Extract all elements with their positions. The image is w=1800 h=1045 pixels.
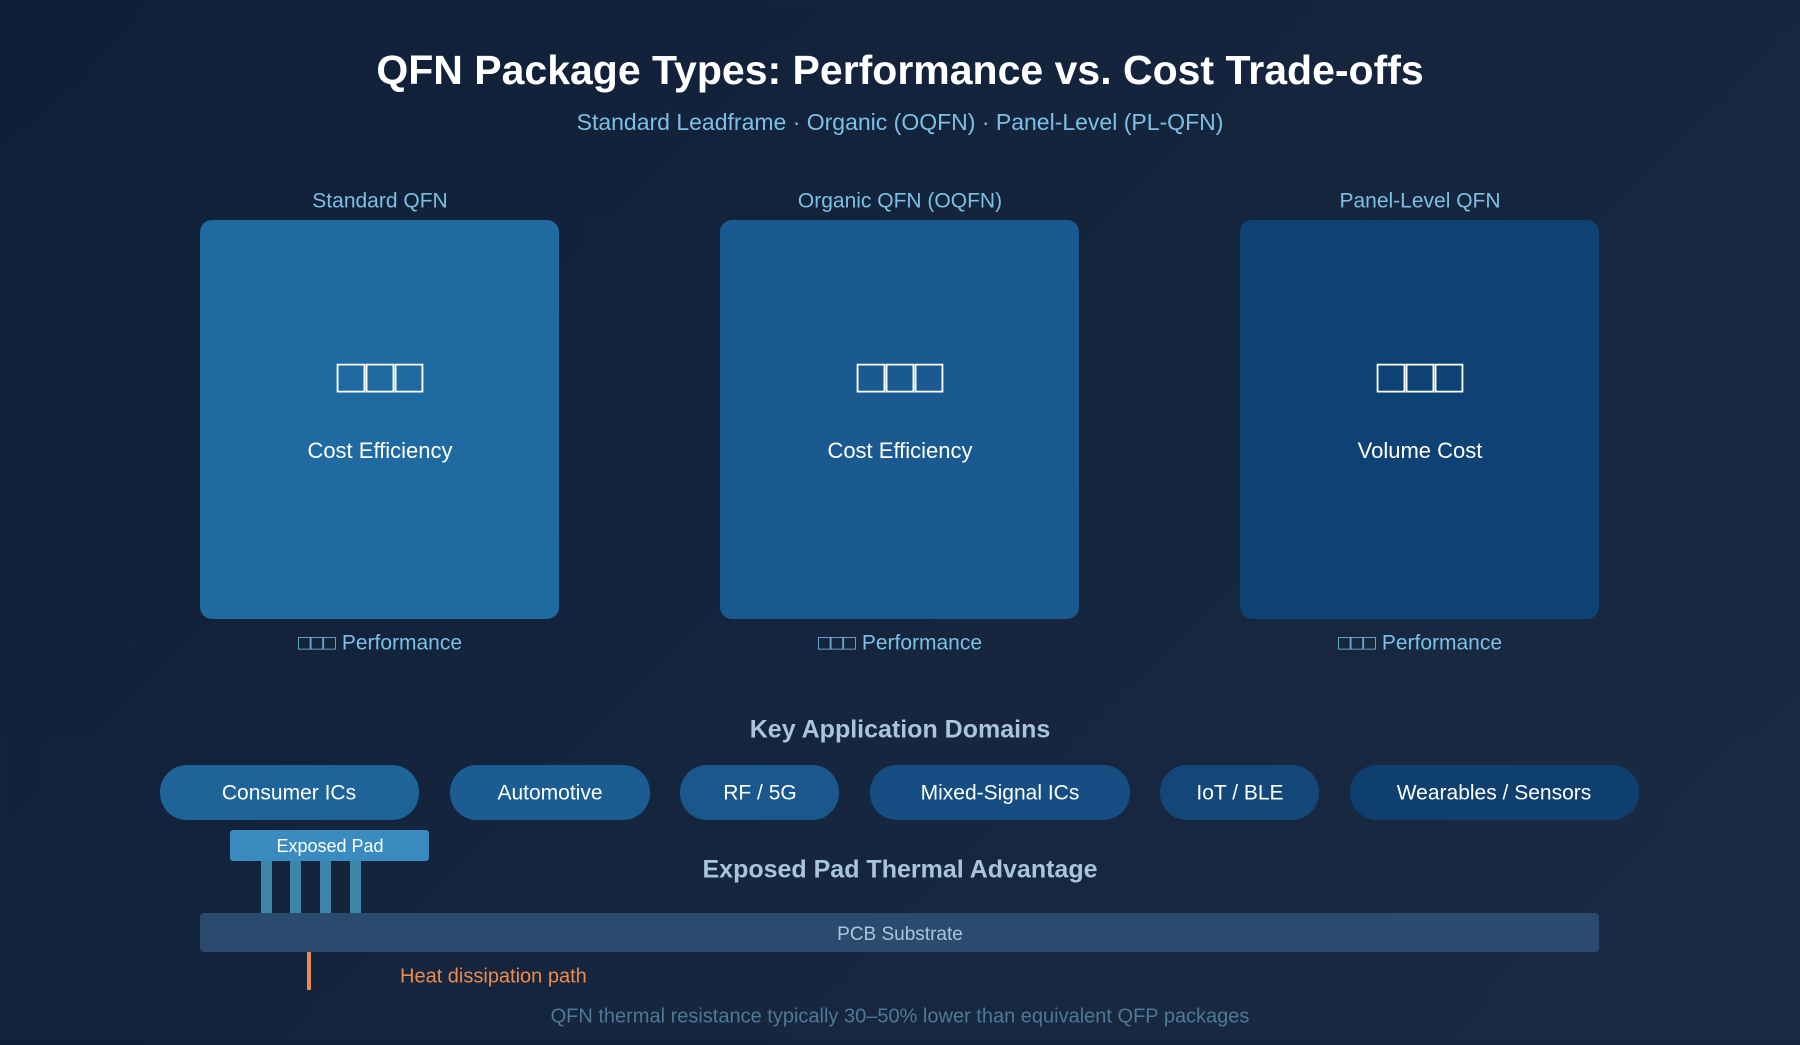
exposed-pad — [230, 830, 429, 861]
card: Standard QFN □□□ Cost Efficiency □□□ Per… — [200, 190, 559, 655]
footnote: QFN thermal resistance typically 30–50% … — [551, 1005, 1250, 1027]
via — [320, 861, 331, 913]
card-box — [200, 220, 559, 619]
card-label: Organic QFN (OQFN) — [798, 190, 1002, 213]
card-box — [1240, 220, 1599, 619]
pill-label: RF / 5G — [723, 782, 797, 805]
card-box — [720, 220, 1079, 619]
pill — [1350, 765, 1639, 820]
substrate-label: PCB Substrate — [837, 924, 963, 945]
card-label: Standard QFN — [312, 190, 447, 213]
pad-label: Exposed Pad — [276, 836, 383, 856]
title: QFN Package Types: Performance vs. Cost … — [376, 47, 1423, 93]
pills: Consumer ICs Automotive RF / 5G Mixed-Si… — [160, 765, 1639, 820]
card-footer: □□□ Performance — [1338, 632, 1502, 655]
pill-label: Automotive — [497, 782, 602, 805]
card-footer: □□□ Performance — [298, 632, 462, 655]
pill — [160, 765, 419, 820]
pill-label: Consumer ICs — [222, 782, 356, 805]
pill — [870, 765, 1130, 820]
via — [350, 861, 361, 913]
pill — [680, 765, 839, 820]
section-title: Key Application Domains — [750, 716, 1051, 744]
thermal-diagram: Exposed Pad Exposed Pad Thermal Advantag… — [200, 830, 1599, 990]
pill — [1160, 765, 1319, 820]
pill-label: IoT / BLE — [1196, 782, 1283, 805]
pcb-substrate — [200, 913, 1599, 952]
card: Organic QFN (OQFN) □□□ Cost Efficiency □… — [720, 190, 1079, 655]
via — [261, 861, 272, 913]
pill-label: Wearables / Sensors — [1397, 782, 1592, 805]
heat-label: Heat dissipation path — [400, 965, 587, 987]
subtitle: Standard Leadframe · Organic (OQFN) · Pa… — [577, 109, 1224, 135]
card-label: Panel-Level QFN — [1339, 190, 1500, 213]
card-icon: □□□ — [337, 351, 424, 404]
pill — [450, 765, 650, 820]
card-metric: Volume Cost — [1358, 438, 1483, 463]
card: Panel-Level QFN □□□ Volume Cost □□□ Perf… — [1240, 190, 1599, 655]
card-metric: Cost Efficiency — [827, 438, 972, 463]
section-title: Exposed Pad Thermal Advantage — [702, 856, 1097, 884]
pill-label: Mixed-Signal ICs — [921, 782, 1080, 805]
card-metric: Cost Efficiency — [307, 438, 452, 463]
card-icon: □□□ — [857, 351, 944, 404]
card-icon: □□□ — [1377, 351, 1464, 404]
card-footer: □□□ Performance — [818, 632, 982, 655]
via — [290, 861, 301, 913]
